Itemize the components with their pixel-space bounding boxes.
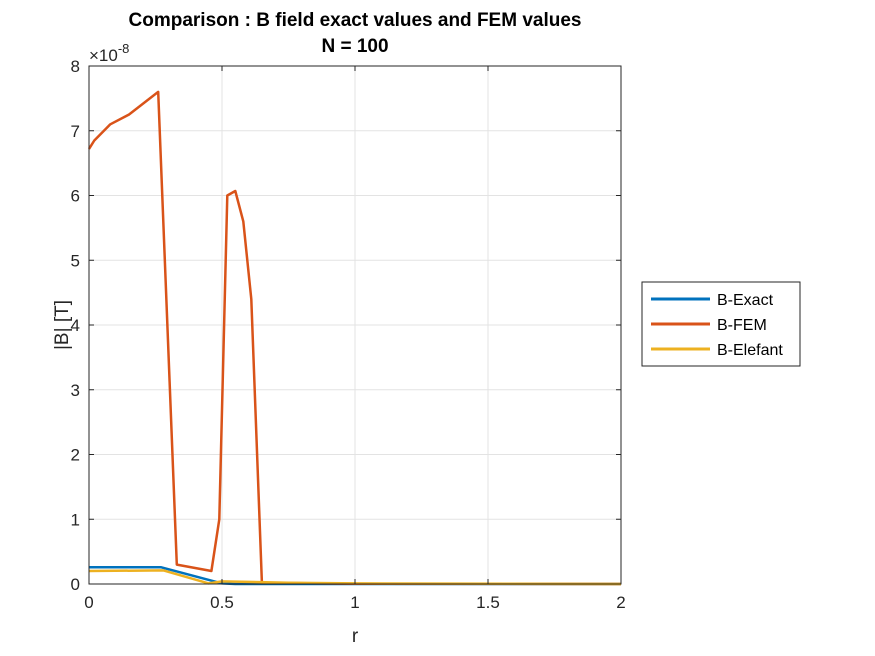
y-axis-exponent-power: -8 <box>118 41 130 56</box>
y-axis-label: |B| [T] <box>52 300 73 350</box>
legend-label-b-elefant: B-Elefant <box>717 342 783 359</box>
x-tick-label: 1.5 <box>476 593 500 612</box>
x-axis-label: r <box>352 626 359 647</box>
y-axis-exponent: ×10-8 <box>89 41 129 65</box>
y-axis-ticks: 0 1 2 3 4 5 6 7 8 <box>71 57 621 594</box>
y-tick-label: 8 <box>71 57 80 76</box>
y-tick-label: 5 <box>71 251 80 270</box>
grid-lines <box>89 66 621 584</box>
legend-label-b-exact: B-Exact <box>717 292 774 309</box>
legend: B-Exact B-FEM B-Elefant <box>641 281 801 367</box>
legend-items: B-Exact B-FEM B-Elefant <box>651 292 783 359</box>
chart-subtitle: N = 100 <box>321 36 388 57</box>
y-tick-label: 7 <box>71 122 80 141</box>
y-tick-label: 0 <box>71 575 80 594</box>
series-line-b-fem <box>87 90 622 586</box>
x-axis-ticks: 0 0.5 1 1.5 2 <box>84 66 626 612</box>
x-tick-label: 0.5 <box>210 593 234 612</box>
y-tick-label: 1 <box>71 510 80 529</box>
x-tick-label: 0 <box>84 593 93 612</box>
y-tick-label: 4 <box>71 316 80 335</box>
x-tick-label: 1 <box>350 593 359 612</box>
chart-title: Comparison : B field exact values and FE… <box>129 10 582 31</box>
y-tick-label: 6 <box>71 187 80 206</box>
legend-label-b-fem: B-FEM <box>717 317 767 334</box>
y-axis-exponent-base: ×10 <box>89 46 118 65</box>
x-tick-label: 2 <box>616 593 625 612</box>
y-tick-label: 2 <box>71 446 80 465</box>
y-tick-label: 3 <box>71 381 80 400</box>
